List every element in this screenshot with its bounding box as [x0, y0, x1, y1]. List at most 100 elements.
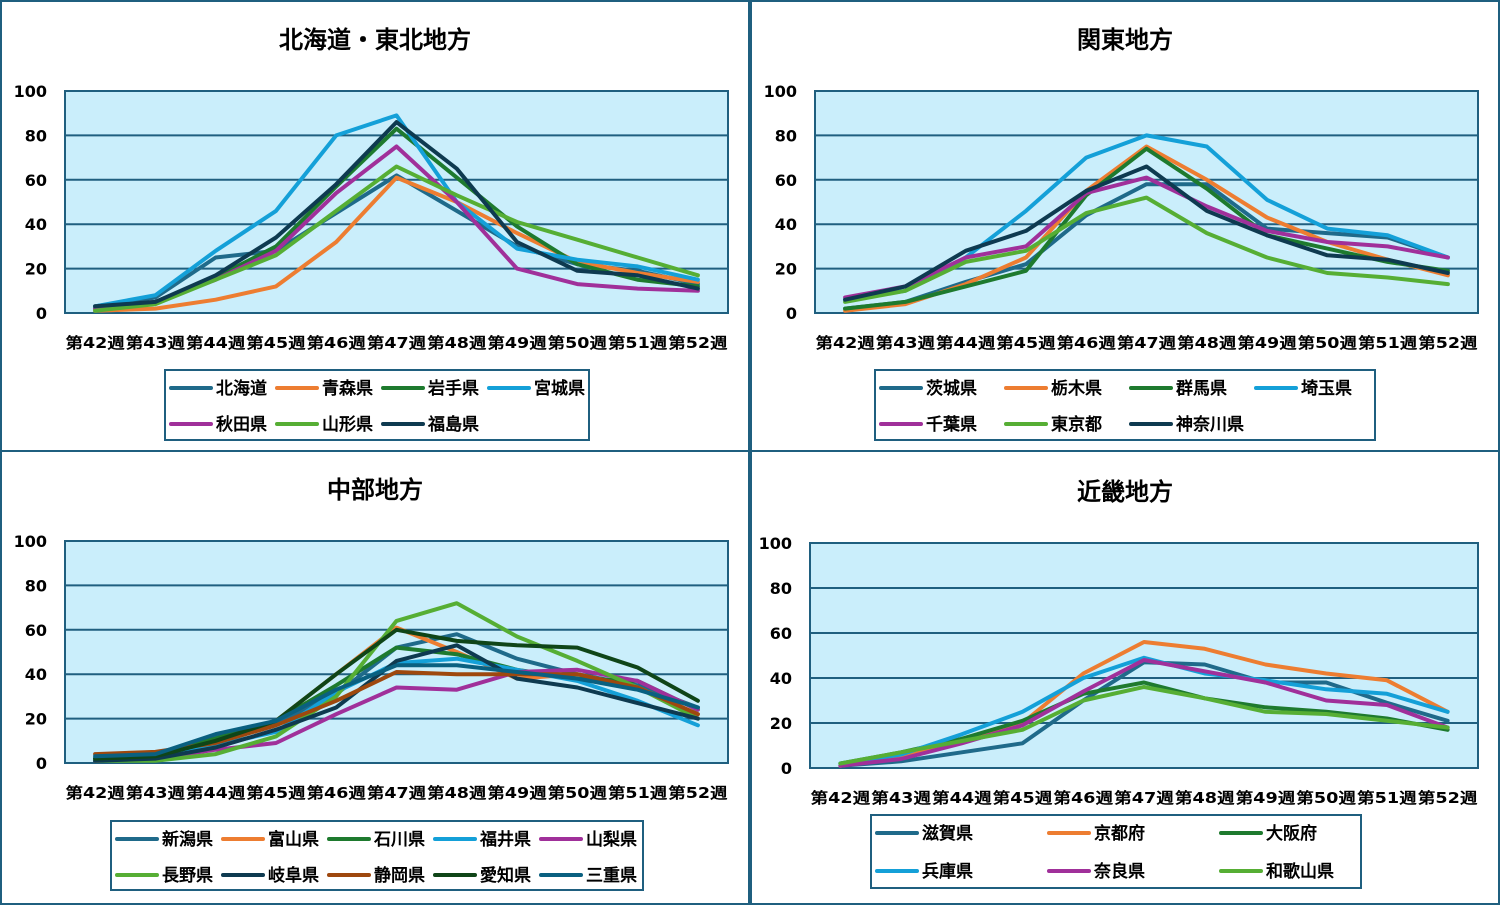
y-tick-label: 20 [25, 260, 47, 279]
series-line [93, 164, 700, 313]
x-tick-label: 第47週 [1114, 789, 1174, 807]
x-tick-label: 第44週 [186, 784, 245, 802]
legend-label: 福島県 [427, 414, 479, 435]
x-tick-label: 第48週 [427, 334, 486, 352]
x-tick-label: 第43週 [876, 334, 935, 352]
legend-label: 大阪府 [1266, 823, 1317, 844]
y-tick-label: 40 [775, 215, 797, 234]
x-tick-label: 第43週 [871, 789, 931, 807]
series-line [838, 658, 1450, 768]
x-tick-label: 第49週 [1236, 789, 1296, 807]
x-tick-label: 第51週 [1357, 789, 1417, 807]
legend-label: 北海道 [216, 378, 267, 399]
x-tick-label: 第51週 [608, 334, 667, 352]
legend-label: 富山県 [268, 829, 319, 850]
series-line [843, 182, 1450, 311]
legend-label: 福井県 [479, 829, 531, 850]
legend-label: 埼玉県 [1301, 378, 1352, 399]
legend-label: 静岡県 [374, 865, 425, 886]
y-tick-label: 20 [25, 710, 47, 729]
legend-label: 三重県 [586, 865, 637, 886]
x-tick-label: 第50週 [1298, 334, 1357, 352]
x-tick-label: 第50週 [1296, 789, 1356, 807]
x-tick-label: 第48週 [1175, 789, 1235, 807]
y-tick-label: 80 [775, 126, 797, 145]
series-line [93, 175, 700, 313]
legend-label: 青森県 [322, 378, 373, 399]
legend-label: 東京都 [1051, 414, 1102, 435]
y-tick-label: 0 [36, 304, 47, 323]
x-tick-label: 第51週 [1358, 334, 1417, 352]
series-line [93, 113, 700, 309]
x-tick-label: 第45週 [993, 789, 1053, 807]
chart-title: 近畿地方 [1077, 478, 1173, 506]
chart-title: 関東地方 [1077, 26, 1173, 54]
chart-panel-hokkaido-tohoku: 北海道・東北地方 0 20 40 60 80 100 第42週 第43週 第44週 第45週 第46週… [0, 0, 750, 452]
series-line [93, 643, 700, 763]
x-tick-label: 第43週 [126, 784, 185, 802]
x-tick-label: 第51週 [608, 784, 667, 802]
legend-label: 愛知県 [480, 865, 531, 886]
x-tick-label: 第52週 [668, 784, 727, 802]
legend [164, 369, 590, 441]
legend-label: 群馬県 [1176, 378, 1227, 399]
legend-label: 奈良県 [1093, 861, 1145, 882]
plot-area [809, 542, 1479, 769]
line-chart: 関東地方 0 20 40 60 80 100 第42週 第43週 第44週 第45週 第46週 第47週… [764, 26, 1479, 441]
y-tick-label: 0 [781, 759, 792, 778]
x-tick-label: 第45週 [246, 334, 305, 352]
x-tick-label: 第42週 [66, 334, 125, 352]
y-tick-label: 40 [770, 669, 792, 688]
x-tick-label: 第49週 [487, 334, 546, 352]
x-tick-label: 第46週 [307, 334, 366, 352]
legend-label: 千葉県 [926, 414, 977, 435]
y-tick-label: 100 [14, 532, 47, 551]
x-tick-label: 第43週 [126, 334, 185, 352]
legend-label: 長野県 [162, 866, 213, 886]
chart-panel-kinki: 近畿地方 0 20 40 60 80 100 第42週 第43週 第44週 第45週 第46週 第47週… [750, 450, 1500, 905]
x-tick-label: 第42週 [816, 334, 875, 352]
y-tick-label: 40 [25, 665, 47, 684]
series-line [93, 663, 700, 759]
y-tick-label: 100 [764, 82, 797, 101]
legend-label: 神奈川県 [1176, 414, 1244, 435]
legend-label: 新潟県 [162, 829, 213, 850]
y-tick-label: 60 [775, 171, 797, 190]
legend-label: 宮城県 [534, 378, 585, 399]
legend-label: 滋賀県 [922, 823, 973, 844]
x-tick-label: 第46週 [307, 784, 366, 802]
legend [110, 820, 644, 891]
legend-label: 山梨県 [586, 829, 637, 850]
legend-label: 栃木県 [1051, 378, 1102, 399]
y-tick-label: 0 [786, 304, 797, 323]
x-tick-label: 第50週 [548, 784, 607, 802]
legend-label: 岩手県 [427, 378, 479, 399]
y-tick-label: 60 [770, 624, 792, 643]
x-tick-label: 第42週 [66, 784, 125, 802]
legend-label: 石川県 [373, 830, 425, 850]
chart-title: 北海道・東北地方 [279, 26, 471, 54]
x-tick-label: 第47週 [1117, 334, 1176, 352]
series-line [93, 627, 700, 761]
x-tick-label: 第52週 [1418, 334, 1477, 352]
x-tick-label: 第45週 [996, 334, 1055, 352]
legend-label: 秋田県 [216, 414, 267, 435]
x-tick-label: 第44週 [932, 789, 992, 807]
series-line [843, 195, 1450, 304]
x-tick-label: 第46週 [1057, 334, 1116, 352]
y-tick-label: 40 [25, 215, 47, 234]
chart-panel-chubu: 中部地方 0 20 40 60 80 100 第42週 第43週 第44週 第45週 第46週 第47週… [0, 450, 750, 905]
y-tick-label: 60 [25, 621, 47, 640]
x-tick-label: 第48週 [1177, 334, 1236, 352]
y-tick-label: 100 [14, 82, 47, 101]
series-line [843, 175, 1450, 300]
y-tick-label: 80 [25, 576, 47, 595]
x-tick-label: 第47週 [367, 784, 426, 802]
x-tick-label: 第48週 [427, 784, 486, 802]
plot-area [64, 540, 729, 764]
x-tick-label: 第44週 [186, 334, 245, 352]
x-tick-label: 第45週 [246, 784, 305, 802]
chart-title: 中部地方 [327, 476, 423, 504]
series-line [838, 685, 1450, 766]
legend-label: 和歌山県 [1266, 861, 1334, 882]
